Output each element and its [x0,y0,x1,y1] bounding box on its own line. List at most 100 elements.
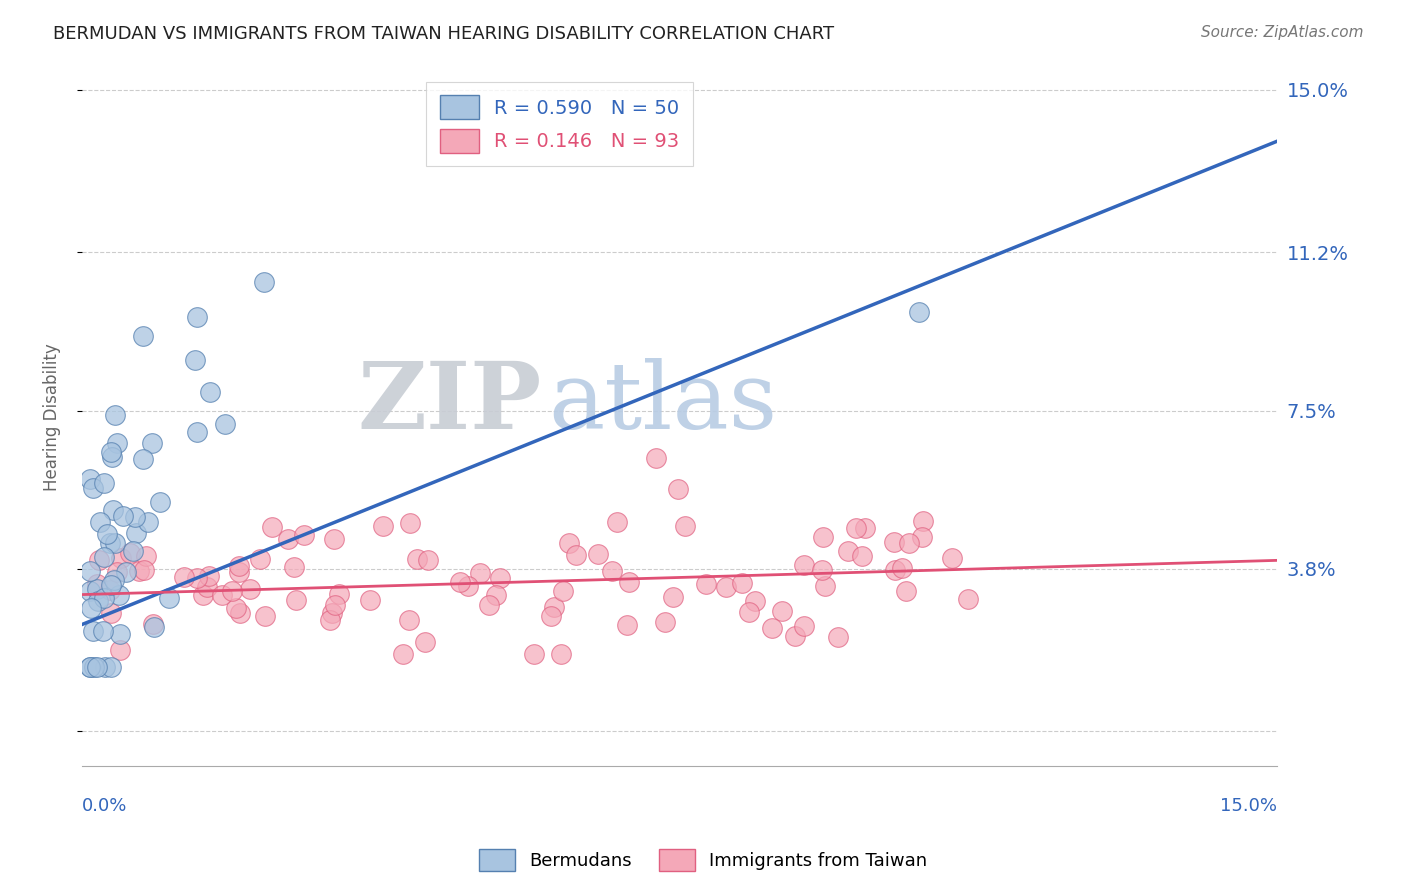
Point [731,576,754,591]
Point [186,425,208,440]
Point [551,584,574,599]
Point [143,620,166,634]
Point [79,660,101,674]
Point [277,532,299,546]
Point [132,329,155,343]
Point [883,535,905,549]
Point [104,408,127,422]
Point [714,580,737,594]
Point [827,630,849,644]
Point [108,627,131,641]
Point [111,509,134,524]
Point [80,600,103,615]
Point [666,482,689,496]
Point [253,608,276,623]
Point [478,599,501,613]
Point [86,576,108,591]
Point [79,584,101,599]
Point [851,549,873,564]
Point [149,495,172,509]
Point [173,569,195,583]
Point [673,519,696,533]
Point [398,613,420,627]
Point [79,660,101,674]
Y-axis label: Hearing Disability: Hearing Disability [44,343,60,491]
Point [114,565,136,579]
Point [770,604,793,618]
Point [891,560,914,574]
Point [100,583,122,598]
Point [911,530,934,544]
Point [228,558,250,573]
Point [98,536,121,550]
Point [956,592,979,607]
Point [93,591,115,606]
Point [543,599,565,614]
Point [319,613,342,627]
Point [100,660,122,674]
Point [449,574,471,589]
Point [761,621,783,635]
Point [100,444,122,458]
Point [813,579,835,593]
Point [87,594,110,608]
Point [186,571,208,585]
Text: BERMUDAN VS IMMIGRANTS FROM TAIWAN HEARING DISABILITY CORRELATION CHART: BERMUDAN VS IMMIGRANTS FROM TAIWAN HEARI… [53,25,835,43]
Point [284,592,307,607]
Point [186,310,208,324]
Point [744,594,766,608]
Point [122,544,145,558]
Point [211,587,233,601]
Point [405,552,427,566]
Point [654,615,676,629]
Point [79,564,101,578]
Point [221,583,243,598]
Text: ZIP: ZIP [359,359,543,448]
Point [108,589,131,603]
Point [83,660,105,674]
Point [783,629,806,643]
Point [600,564,623,578]
Legend: R = 0.590   N = 50, R = 0.146   N = 93: R = 0.590 N = 50, R = 0.146 N = 93 [426,82,693,166]
Text: Source: ZipAtlas.com: Source: ZipAtlas.com [1201,25,1364,40]
Point [911,514,934,528]
Point [662,590,685,604]
Point [695,576,717,591]
Point [86,659,108,673]
Point [229,606,252,620]
Point [884,563,907,577]
Point [195,580,218,594]
Point [323,599,346,613]
Point [135,549,157,563]
Point [418,553,440,567]
Point [837,544,859,558]
Point [105,565,128,579]
Point [617,575,640,590]
Point [793,558,815,572]
Point [644,450,666,465]
Point [136,515,159,529]
Point [101,450,124,465]
Point [105,435,128,450]
Point [101,502,124,516]
Point [457,579,479,593]
Point [616,618,638,632]
Point [898,536,921,550]
Text: 15.0%: 15.0% [1220,797,1277,815]
Point [142,617,165,632]
Point [91,624,114,638]
Point [292,528,315,542]
Point [392,648,415,662]
Text: 0.0%: 0.0% [82,797,128,815]
Point [737,606,759,620]
Point [845,521,868,535]
Point [488,570,510,584]
Point [550,648,572,662]
Point [193,588,215,602]
Point [131,451,153,466]
Point [470,566,492,581]
Point [321,606,343,620]
Point [540,608,562,623]
Point [853,521,876,535]
Point [907,305,929,319]
